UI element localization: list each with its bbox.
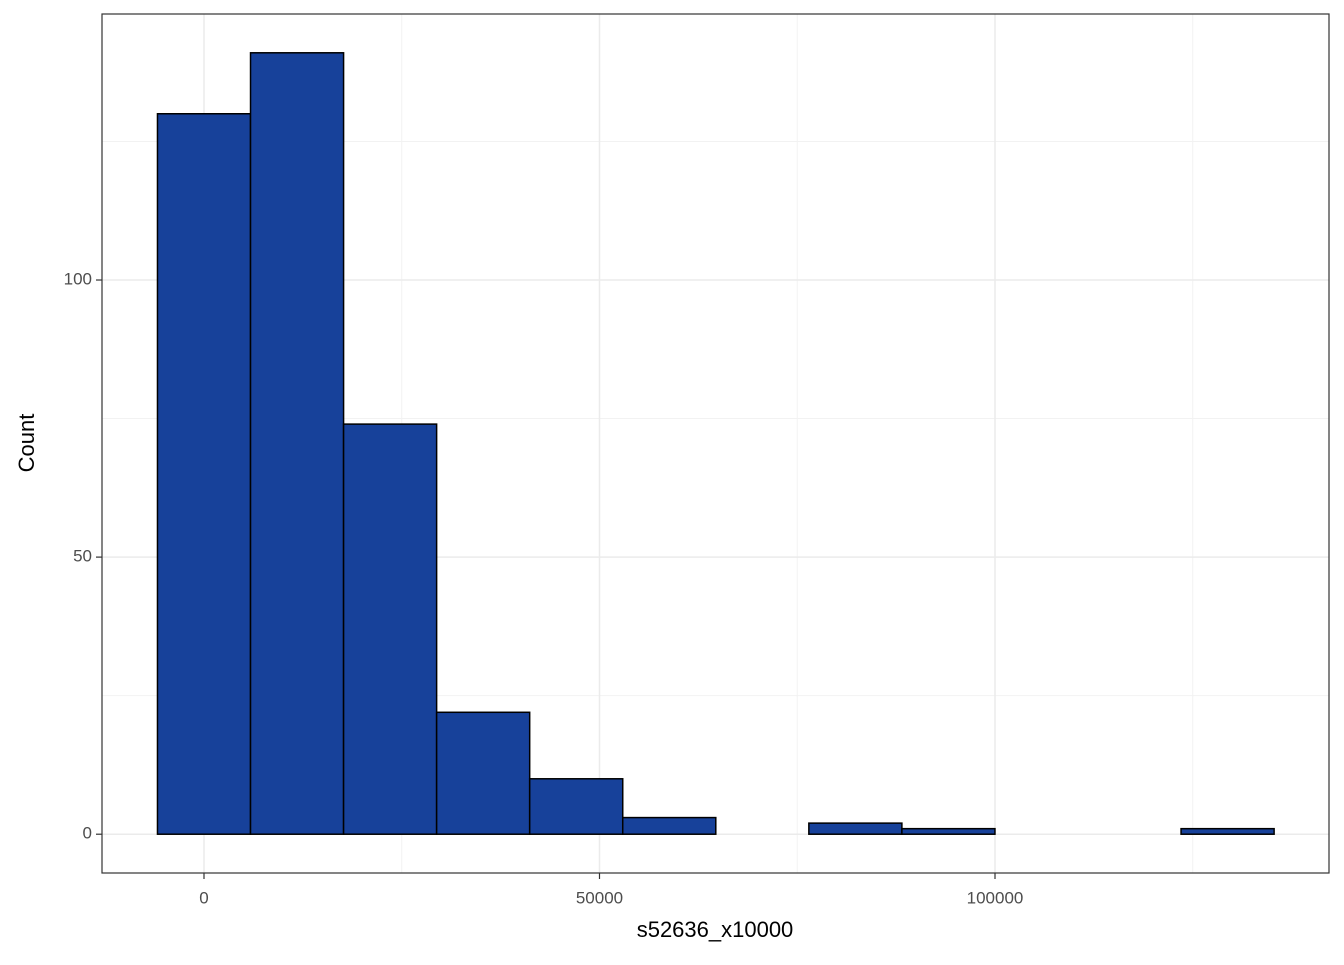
panel-border xyxy=(101,13,1330,874)
x-tick-label: 50000 xyxy=(576,888,623,907)
bar xyxy=(901,827,996,835)
bar xyxy=(435,711,531,835)
y-tick-label: 50 xyxy=(73,547,92,566)
x-tick-label: 0 xyxy=(199,888,208,907)
x-tick-label: 100000 xyxy=(967,888,1024,907)
y-axis-title: Count xyxy=(14,414,39,473)
bar xyxy=(342,423,438,835)
bar xyxy=(621,816,717,835)
bar xyxy=(528,778,624,835)
bar xyxy=(1180,827,1275,835)
y-tick-label: 0 xyxy=(83,824,92,843)
bar xyxy=(249,52,345,835)
bar xyxy=(156,113,252,835)
y-tick-label: 100 xyxy=(64,269,92,288)
x-axis-title: s52636_x10000 xyxy=(637,917,794,942)
bar xyxy=(808,822,903,835)
